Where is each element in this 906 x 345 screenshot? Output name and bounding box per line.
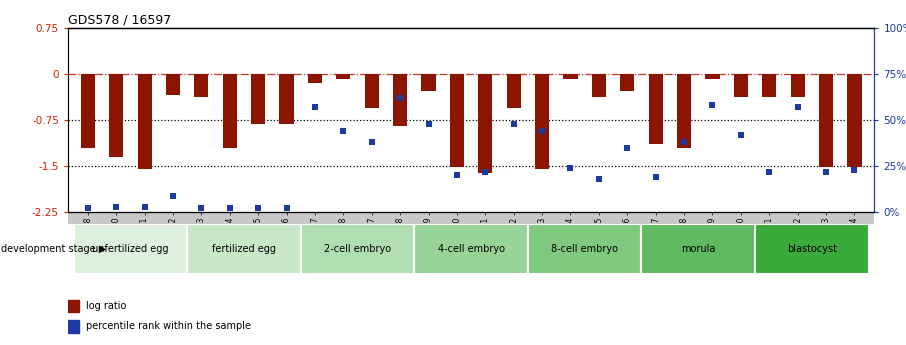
Bar	[109, 74, 123, 157]
Point	[790, 104, 805, 110]
Point	[535, 128, 549, 134]
Point	[449, 172, 464, 178]
Bar	[478, 74, 493, 174]
Text: 8-cell embryo: 8-cell embryo	[551, 244, 618, 254]
Point	[734, 132, 748, 137]
Point	[364, 139, 379, 145]
Point	[336, 128, 351, 134]
Point	[478, 169, 493, 174]
Bar	[279, 74, 294, 124]
Bar	[528, 224, 641, 274]
Bar	[847, 74, 862, 167]
Bar	[564, 74, 578, 79]
Point	[251, 206, 265, 211]
Point	[421, 121, 436, 126]
Bar	[336, 74, 351, 79]
Bar	[791, 74, 805, 97]
Bar	[706, 74, 719, 79]
Point	[393, 95, 408, 100]
Point	[620, 145, 634, 150]
Bar	[194, 74, 208, 97]
Text: GDS578 / 16597: GDS578 / 16597	[68, 13, 171, 27]
Point	[564, 165, 578, 171]
Point	[166, 193, 180, 198]
Bar	[592, 74, 606, 97]
Bar	[188, 224, 301, 274]
Point	[506, 121, 521, 126]
Text: development stage ▶: development stage ▶	[1, 244, 106, 254]
Bar	[506, 74, 521, 108]
Bar	[649, 74, 663, 145]
Text: percentile rank within the sample: percentile rank within the sample	[86, 322, 251, 332]
Point	[677, 139, 691, 145]
Point	[308, 104, 323, 110]
Bar	[251, 74, 265, 124]
Bar	[762, 74, 776, 97]
Point	[705, 102, 719, 108]
Bar	[308, 74, 322, 83]
Bar	[755, 224, 869, 274]
Point	[81, 206, 95, 211]
Bar	[68, 299, 79, 312]
Point	[762, 169, 776, 174]
Point	[649, 174, 663, 180]
Text: unfertilized egg: unfertilized egg	[92, 244, 169, 254]
Bar	[414, 224, 528, 274]
Point	[592, 176, 606, 182]
Bar	[677, 74, 691, 148]
Point	[223, 206, 237, 211]
Bar	[166, 74, 180, 95]
Bar	[301, 224, 414, 274]
Bar	[535, 74, 549, 169]
Bar	[364, 74, 379, 108]
Text: blastocyst: blastocyst	[786, 244, 837, 254]
Bar	[734, 74, 748, 97]
Point	[138, 204, 152, 209]
Bar	[68, 320, 79, 333]
Bar	[641, 224, 755, 274]
Bar	[73, 224, 188, 274]
Text: morula: morula	[681, 244, 716, 254]
Text: log ratio: log ratio	[86, 301, 127, 311]
Point	[109, 204, 123, 209]
Text: fertilized egg: fertilized egg	[212, 244, 276, 254]
Bar	[819, 74, 834, 167]
Bar	[138, 74, 151, 169]
Point	[279, 206, 294, 211]
Bar	[449, 74, 464, 167]
Point	[819, 169, 834, 174]
Bar	[223, 74, 236, 148]
Bar	[421, 74, 436, 91]
Text: 4-cell embryo: 4-cell embryo	[438, 244, 505, 254]
Bar	[81, 74, 95, 148]
Point	[194, 206, 208, 211]
Bar	[393, 74, 407, 126]
Bar	[621, 74, 634, 91]
Point	[847, 167, 862, 172]
Text: 2-cell embryo: 2-cell embryo	[324, 244, 391, 254]
